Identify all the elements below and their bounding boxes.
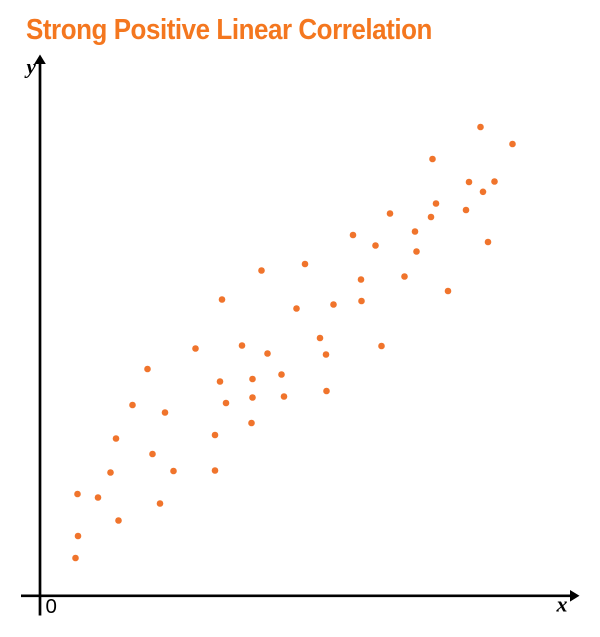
svg-text:x: x (556, 592, 568, 617)
svg-text:0: 0 (46, 595, 57, 618)
svg-text:y: y (24, 55, 37, 79)
